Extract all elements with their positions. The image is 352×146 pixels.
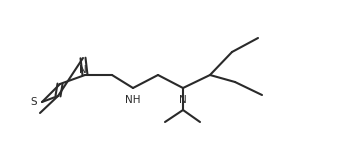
Text: N: N (179, 95, 187, 105)
Text: S: S (30, 97, 37, 107)
Text: NH: NH (125, 95, 141, 105)
Text: N: N (79, 65, 87, 75)
